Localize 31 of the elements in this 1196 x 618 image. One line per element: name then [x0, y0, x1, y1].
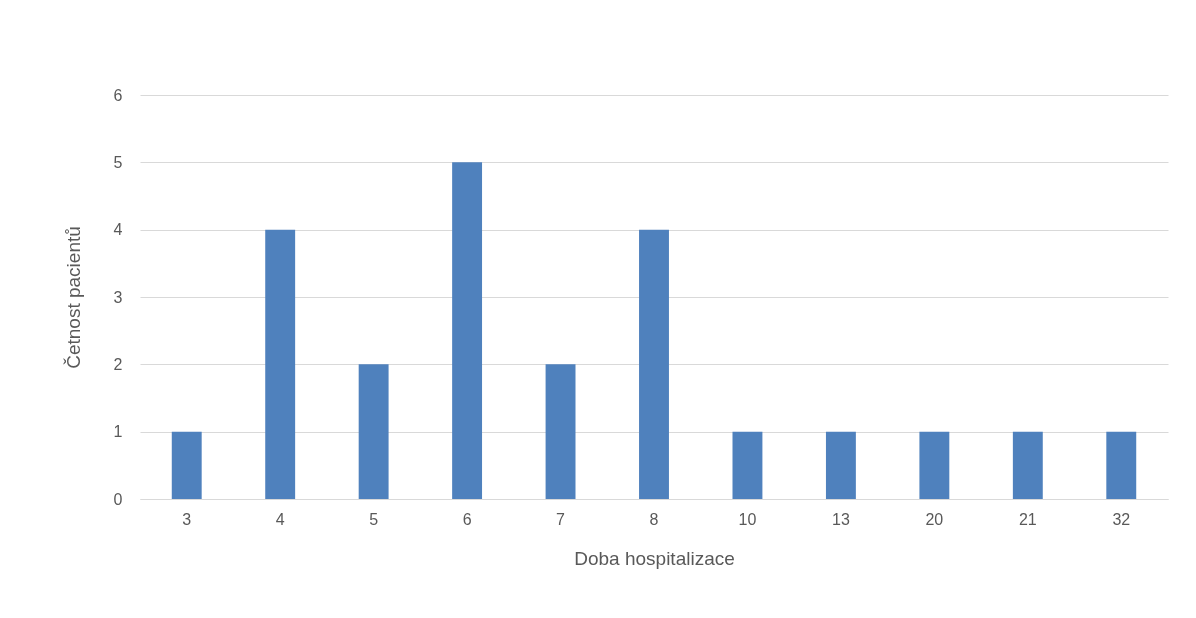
bar: [265, 229, 296, 499]
x-tick-label: 6: [462, 510, 472, 528]
x-tick-label: 10: [738, 510, 757, 528]
bar: [919, 431, 950, 499]
x-tick-label: 32: [1112, 510, 1131, 528]
bar: [1012, 431, 1043, 499]
x-tick-label: 7: [556, 510, 566, 528]
x-tick-label: 20: [925, 510, 944, 528]
y-tick-label: 5: [113, 153, 123, 171]
bar: [452, 162, 483, 499]
x-tick-label: 4: [275, 510, 285, 528]
y-tick-label: 2: [113, 355, 123, 373]
y-tick-label: 1: [113, 423, 123, 441]
y-tick-label: 3: [113, 288, 123, 306]
bar: [171, 431, 202, 499]
y-tick-label: 6: [113, 86, 123, 104]
y-tick-label: 0: [113, 490, 123, 508]
x-tick-label: 3: [182, 510, 192, 528]
bar: [825, 431, 856, 499]
y-tick-label: 4: [113, 221, 123, 239]
bar: [639, 229, 669, 499]
x-tick-label: 5: [369, 510, 379, 528]
bar: [732, 431, 763, 499]
bar: [545, 364, 576, 499]
y-axis-title: Četnost pacientů: [62, 226, 84, 369]
x-tick-label: 21: [1018, 510, 1037, 528]
bar: [1106, 431, 1137, 499]
x-tick-label: 13: [832, 510, 850, 528]
x-axis-title: Doba hospitalizace: [574, 547, 735, 569]
bar: [358, 364, 389, 499]
x-tick-label: 8: [649, 510, 659, 528]
